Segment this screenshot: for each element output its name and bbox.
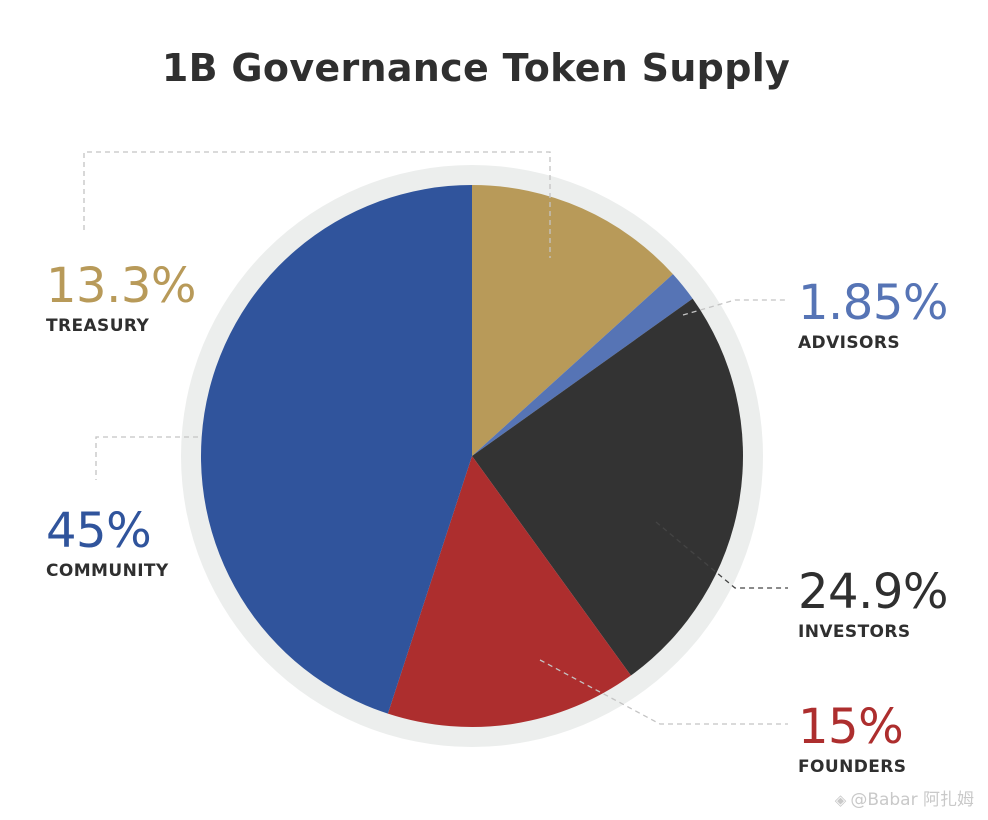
- category-label-investors: INVESTORS: [798, 622, 911, 642]
- watermark-text: @Babar 阿扎姆: [850, 790, 974, 810]
- chart-title: 1B Governance Token Supply: [161, 46, 791, 90]
- label-community: 45% COMMUNITY: [46, 507, 169, 581]
- pct-label-investors: 24.9%: [798, 564, 948, 620]
- label-investors: 24.9% INVESTORS: [798, 568, 948, 642]
- category-label-community: COMMUNITY: [46, 561, 169, 581]
- pct-label-founders: 15%: [798, 699, 904, 755]
- pct-label-community: 45%: [46, 503, 152, 559]
- pie-slice-community: [200, 185, 473, 714]
- label-treasury: 13.3% TREASURY: [46, 262, 196, 336]
- pct-label-advisors: 1.85%: [798, 275, 948, 331]
- category-label-advisors: ADVISORS: [798, 333, 900, 353]
- watermark: ◈ @Babar 阿扎姆: [835, 785, 974, 810]
- category-label-founders: FOUNDERS: [798, 757, 907, 777]
- leader-line-community: [95, 436, 198, 480]
- pie-slice-investors: [472, 298, 743, 676]
- leader-line-advisors: [682, 299, 788, 316]
- pct-label-treasury: 13.3%: [46, 258, 196, 314]
- pie-slice-treasury: [472, 185, 673, 456]
- leader-line-treasury: [83, 151, 551, 258]
- label-advisors: 1.85% ADVISORS: [798, 279, 948, 353]
- pie-slice-founders: [387, 456, 631, 728]
- leader-line-founders: [539, 659, 788, 725]
- leader-lines: [83, 151, 788, 725]
- pie-slices: [200, 185, 743, 728]
- pie-slice-advisors: [472, 274, 693, 456]
- diamond-logo-icon: ◈: [834, 791, 847, 809]
- category-label-treasury: TREASURY: [46, 316, 150, 336]
- leader-line-investors: [655, 521, 788, 589]
- label-founders: 15% FOUNDERS: [798, 703, 906, 777]
